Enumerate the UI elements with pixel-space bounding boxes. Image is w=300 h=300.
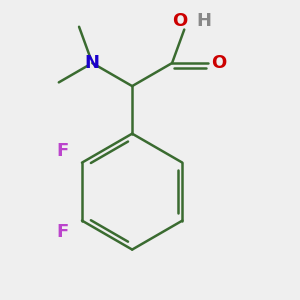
Text: F: F <box>56 223 69 241</box>
Text: F: F <box>56 142 69 160</box>
Text: H: H <box>196 12 211 30</box>
Text: O: O <box>212 54 227 72</box>
Text: O: O <box>172 12 187 30</box>
Text: N: N <box>85 54 100 72</box>
